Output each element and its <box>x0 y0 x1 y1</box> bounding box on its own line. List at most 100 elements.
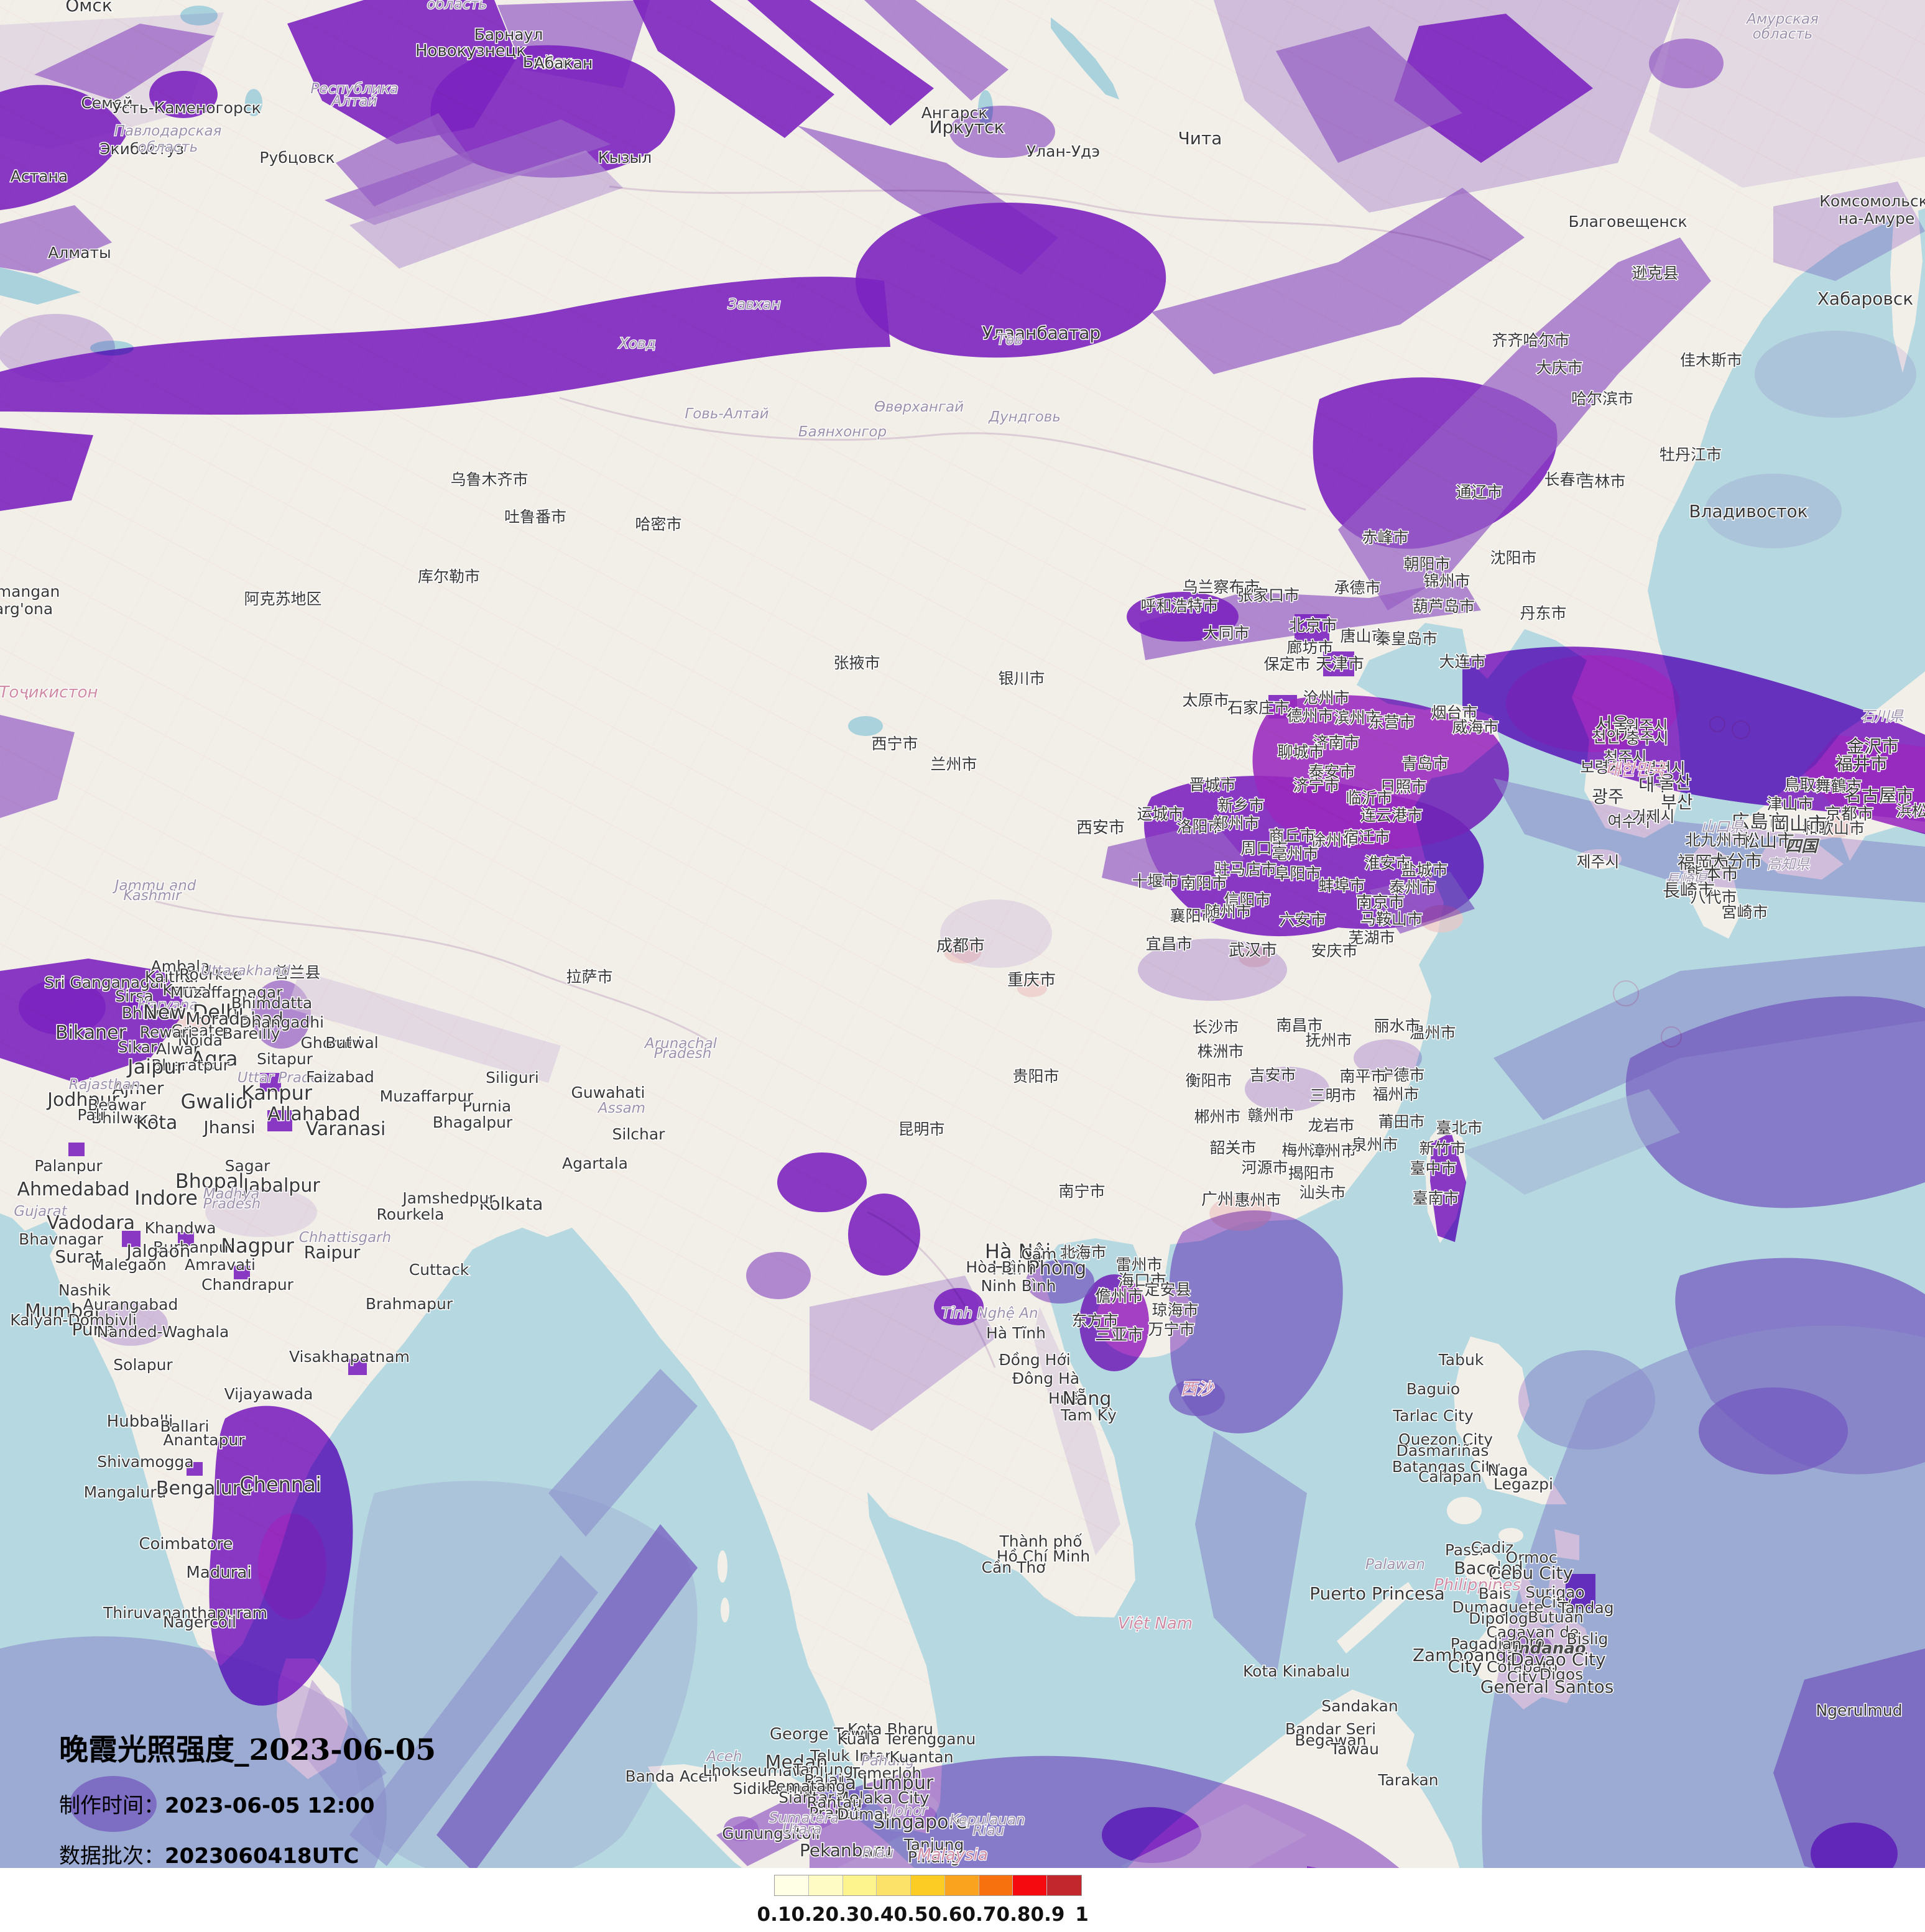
map-label: Vadodara <box>47 1212 135 1234</box>
map-label: 舞鶴市 <box>1815 777 1862 795</box>
map-label: Cuttack <box>409 1261 469 1279</box>
map-label: Mangaluru <box>84 1483 167 1501</box>
map-label: George Town <box>770 1725 874 1744</box>
map-label: 葫芦岛市 <box>1413 597 1475 615</box>
map-label: Kepulauan <box>949 1812 1025 1828</box>
map-label: Visakhapatnam <box>289 1348 410 1366</box>
map-label: Семей <box>81 94 132 112</box>
map-label: Thiruvananthapuram <box>103 1604 267 1622</box>
map-label: Говь-Алтай <box>685 406 769 422</box>
map-label: Sikar <box>118 1038 157 1056</box>
map-label: Jaipur <box>126 1055 185 1079</box>
map-label: 熊本市 <box>1686 863 1738 884</box>
map-label: Dasmariñas <box>1396 1442 1489 1460</box>
map-label: Huế <box>1048 1389 1080 1407</box>
map-label: Davao City <box>1510 1649 1605 1670</box>
map-label: Nanded-Waghala <box>97 1323 229 1341</box>
map-label: 朝阳市 <box>1403 555 1450 573</box>
legend-cell <box>808 1875 843 1895</box>
map-label: 成都市 <box>936 937 985 955</box>
map-label: 哈密市 <box>635 515 681 533</box>
map-label: 揭阳市 <box>1288 1164 1334 1182</box>
map-label: 赤峰市 <box>1362 528 1408 546</box>
map-label: 芜湖市 <box>1348 929 1395 947</box>
map-label: Aurangabad <box>83 1295 178 1313</box>
map-label: 거제시 <box>1632 807 1674 826</box>
legend-tick: 0.3 <box>825 1903 860 1926</box>
map-label: Ahmedabad <box>17 1179 129 1200</box>
map-label: Ninh Bình <box>981 1277 1056 1295</box>
map-label: Riau <box>862 1845 893 1861</box>
map-label: 洛阳市 <box>1176 817 1223 835</box>
map-label: 保定市 <box>1263 655 1310 673</box>
island-negros <box>1483 1566 1508 1622</box>
map-label: Nashik <box>58 1281 111 1299</box>
map-label: Tanjung <box>903 1836 964 1854</box>
map-label: Jalgaon <box>125 1241 190 1261</box>
map-label: Palanpur <box>34 1157 103 1175</box>
map-label: 承德市 <box>1334 579 1380 597</box>
map-label: 晋城市 <box>1189 776 1235 794</box>
map-label: 울산 <box>1659 772 1691 793</box>
map-label: 抚州市 <box>1305 1031 1352 1049</box>
map-label: Rantau <box>807 1793 862 1811</box>
map-label: 三明市 <box>1309 1087 1356 1105</box>
map-label: Bhilwara <box>91 1109 159 1127</box>
map-label: Calapan <box>1418 1468 1482 1486</box>
map-label: 马鞍山市 <box>1360 910 1423 928</box>
map-label: Dumaguete <box>1452 1598 1543 1616</box>
map-label: Ангарск <box>921 104 988 122</box>
map-label: 福岡市 <box>1678 852 1730 873</box>
map-label: Ormoc <box>1506 1548 1558 1566</box>
legend-tick: 0.1 <box>757 1903 792 1926</box>
map-label: 赣州市 <box>1247 1106 1294 1125</box>
map-label: 威海市 <box>1452 718 1498 736</box>
map-label: Bikaner <box>55 1022 127 1044</box>
map-label: Beawar <box>88 1096 147 1114</box>
map-label: Pali <box>77 1106 104 1124</box>
map-label: 库尔勒市 <box>418 568 480 586</box>
map-label: 西宁市 <box>871 735 918 753</box>
map-label: Kuala Lumpur <box>805 1772 934 1794</box>
map-label: 八代市 <box>1690 888 1737 906</box>
map-label: Благовещенск <box>1568 213 1687 231</box>
map-label: 北九州市 <box>1685 831 1747 849</box>
map-label: Hubballi <box>107 1412 173 1431</box>
map-label: Cotabato <box>1487 1658 1558 1676</box>
island-palawan <box>1337 1582 1415 1654</box>
legend-cell <box>842 1875 877 1895</box>
map-label: 株洲市 <box>1197 1042 1244 1060</box>
map-label: 廊坊市 <box>1286 638 1333 656</box>
map-label: 長崎市 <box>1663 880 1715 901</box>
legend-cell <box>1047 1875 1082 1895</box>
map-label: Tam Kỳ <box>1060 1406 1117 1424</box>
map-label: Kota Kinabalu <box>1243 1662 1350 1680</box>
map-label: 梅州市 <box>1281 1141 1328 1159</box>
map-label: Kaithal <box>145 968 198 986</box>
map-label: 宮崎市 <box>1721 903 1768 921</box>
map-label: 吐鲁番市 <box>504 508 566 526</box>
map-label: Bhagalpur <box>433 1113 513 1131</box>
map-label: 충주시 <box>1625 729 1668 747</box>
map-label: 南昌市 <box>1276 1016 1323 1034</box>
map-label: 随州市 <box>1204 903 1251 921</box>
map-label: Gujarat <box>14 1203 67 1220</box>
map-label: 여수시 <box>1607 812 1650 830</box>
map-label: 周口市 <box>1240 839 1287 857</box>
map-label: Singapore <box>873 1811 967 1833</box>
map-label: Lhokseumawe <box>703 1762 814 1780</box>
map-label: 日照市 <box>1380 778 1426 796</box>
map-label: Jhansi <box>202 1117 255 1138</box>
data-batch-label: 数据批次： <box>59 1844 165 1869</box>
map-label: Астана <box>11 167 68 185</box>
map-label: Sidikalang <box>733 1780 813 1798</box>
map-label: область <box>1753 26 1813 42</box>
map-label: 丹东市 <box>1520 604 1566 622</box>
map-label: Bhiwani <box>122 1004 183 1022</box>
map-label: область <box>427 0 487 12</box>
map-label: Legazpi <box>1493 1475 1553 1493</box>
map-label: 拉萨市 <box>566 968 612 986</box>
map-label: Agartala <box>562 1154 628 1172</box>
map-label: 郴州市 <box>1194 1108 1240 1126</box>
